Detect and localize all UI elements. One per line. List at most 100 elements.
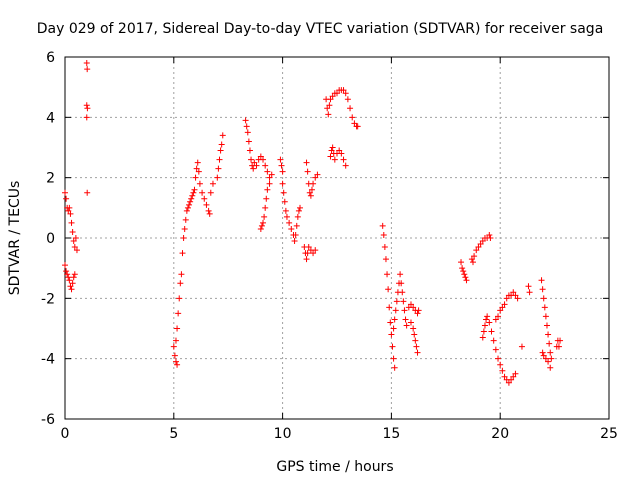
data-point <box>266 180 273 187</box>
data-point <box>324 105 331 112</box>
data-point <box>518 343 525 350</box>
data-point <box>170 343 177 350</box>
data-point <box>415 307 422 314</box>
data-point <box>279 180 286 187</box>
data-point <box>354 123 361 130</box>
data-point <box>403 322 410 329</box>
data-point <box>257 225 264 232</box>
data-point <box>380 231 387 238</box>
data-point <box>400 298 407 305</box>
data-point <box>246 147 253 154</box>
data-point <box>540 295 547 302</box>
data-point <box>277 156 284 163</box>
data-point <box>199 189 206 196</box>
data-point <box>83 60 90 67</box>
data-point <box>262 204 269 211</box>
data-point <box>501 373 508 380</box>
data-point <box>326 102 333 109</box>
data-point <box>203 201 210 208</box>
data-point <box>344 96 351 103</box>
data-point <box>407 319 414 326</box>
data-point <box>176 295 183 302</box>
data-point <box>462 274 469 281</box>
data-point <box>172 358 179 365</box>
data-point <box>340 156 347 163</box>
y-tick-label: 4 <box>46 110 55 126</box>
data-point <box>410 325 417 332</box>
chart-title: Day 029 of 2017, Sidereal Day-to-day VTE… <box>37 21 604 37</box>
data-point <box>209 180 216 187</box>
data-point <box>407 301 414 308</box>
data-point <box>338 150 345 157</box>
data-point <box>215 165 222 172</box>
data-point <box>390 355 397 362</box>
data-point <box>484 313 491 320</box>
data-point <box>512 370 519 377</box>
data-point <box>342 162 349 169</box>
data-point <box>386 304 393 311</box>
x-axis-label: GPS time / hours <box>276 459 393 475</box>
data-point <box>306 189 313 196</box>
data-point <box>349 114 356 121</box>
data-point <box>297 204 304 211</box>
data-point <box>62 189 68 196</box>
data-point <box>547 364 554 371</box>
data-point <box>546 340 553 347</box>
data-point <box>214 174 221 181</box>
data-point <box>331 156 338 163</box>
data-point <box>71 271 78 278</box>
data-point <box>492 346 499 353</box>
data-point <box>84 189 91 196</box>
data-point <box>279 168 286 175</box>
data-point <box>65 207 72 214</box>
data-point <box>192 174 199 181</box>
data-point <box>304 168 311 175</box>
data-point <box>184 204 191 211</box>
data-point <box>63 195 70 202</box>
data-point <box>280 189 287 196</box>
data-point <box>543 322 550 329</box>
data-point <box>303 256 310 263</box>
data-point <box>495 313 502 320</box>
data-point <box>410 304 417 311</box>
data-point <box>69 280 76 287</box>
data-point <box>268 171 275 178</box>
data-point <box>66 277 73 284</box>
data-point <box>190 189 197 196</box>
data-point <box>305 244 312 251</box>
data-point <box>194 159 201 166</box>
data-point <box>63 268 70 275</box>
data-point <box>174 361 181 368</box>
data-point <box>179 250 186 257</box>
data-point <box>539 349 546 356</box>
data-point <box>490 337 497 344</box>
data-point <box>503 295 510 302</box>
data-point <box>340 87 347 94</box>
data-point <box>260 219 267 226</box>
data-point <box>312 174 319 181</box>
data-point <box>205 207 212 214</box>
data-point <box>329 144 336 151</box>
data-point <box>281 198 288 205</box>
data-point <box>195 168 202 175</box>
data-point <box>487 235 494 241</box>
data-point <box>477 241 484 248</box>
data-point <box>66 204 73 211</box>
data-point <box>542 313 549 320</box>
data-point <box>83 114 90 121</box>
data-point <box>538 277 545 284</box>
data-point <box>413 343 420 350</box>
data-point <box>401 307 408 314</box>
grid <box>65 57 609 419</box>
data-point <box>314 171 321 178</box>
data-point <box>347 105 354 112</box>
data-point <box>310 250 317 257</box>
data-point <box>65 274 72 281</box>
data-point <box>505 379 512 386</box>
data-point <box>70 274 77 281</box>
data-point <box>381 244 388 251</box>
data-point <box>458 259 465 266</box>
data-point <box>411 331 418 338</box>
data-point <box>539 286 546 293</box>
data-point <box>67 210 74 217</box>
